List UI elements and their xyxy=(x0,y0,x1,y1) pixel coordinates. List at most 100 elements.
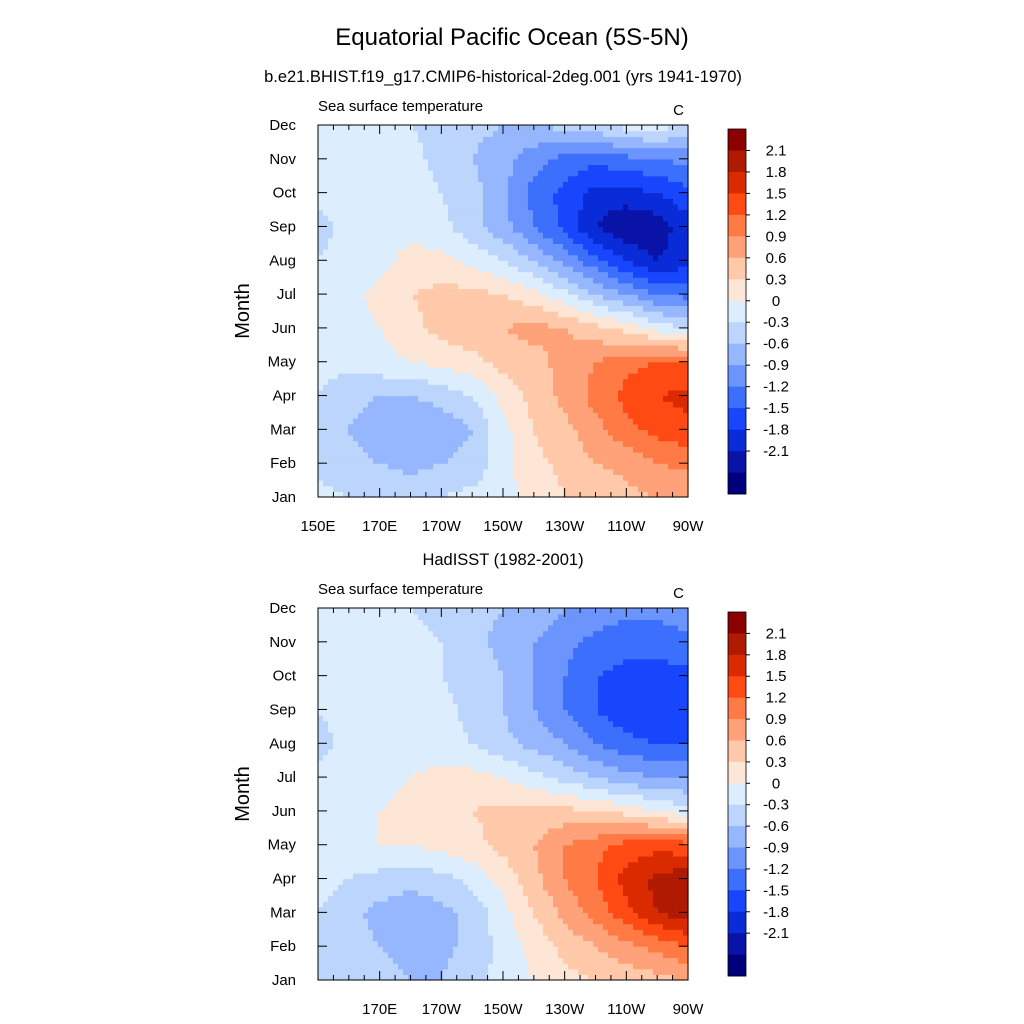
sst-cell xyxy=(668,316,674,323)
sst-cell xyxy=(523,203,529,211)
sst-cell xyxy=(493,130,499,137)
sst-cell xyxy=(373,474,379,481)
sst-cell xyxy=(483,401,489,408)
sst-cell xyxy=(323,350,329,357)
sst-cell xyxy=(658,418,664,425)
sst-cell xyxy=(358,367,364,374)
sst-cell xyxy=(638,451,644,459)
sst-cell xyxy=(623,232,629,239)
sst-cell xyxy=(558,243,564,250)
sst-cell xyxy=(428,423,434,430)
sst-cell xyxy=(548,339,554,346)
sst-cell xyxy=(433,220,439,228)
sst-cell xyxy=(338,463,344,470)
sst-cell xyxy=(603,243,609,250)
sst-cell xyxy=(433,170,439,177)
sst-cell xyxy=(553,282,559,290)
sst-cell xyxy=(563,389,569,397)
sst-cell xyxy=(363,215,369,222)
sst-cell xyxy=(388,474,394,481)
sst-cell xyxy=(318,249,324,256)
sst-cell xyxy=(408,395,414,402)
sst-cell xyxy=(618,356,624,363)
sst-cell xyxy=(648,125,654,132)
sst-cell xyxy=(383,153,389,160)
sst-cell xyxy=(433,316,439,323)
sst-cell xyxy=(358,136,364,143)
sst-cell xyxy=(423,192,429,199)
sst-cell xyxy=(518,327,524,335)
sst-cell xyxy=(348,440,354,447)
sst-cell xyxy=(498,418,504,425)
sst-cell xyxy=(413,316,419,323)
sst-cell xyxy=(463,463,469,470)
sst-cell xyxy=(433,389,439,397)
sst-cell xyxy=(578,277,584,284)
sst-cell xyxy=(428,288,434,295)
sst-cell xyxy=(388,249,394,256)
sst-cell xyxy=(323,232,329,239)
sst-cell xyxy=(533,249,539,256)
sst-cell xyxy=(328,485,334,492)
sst-cell xyxy=(533,344,539,352)
sst-cell xyxy=(608,322,614,329)
sst-cell xyxy=(378,435,384,442)
sst-cell xyxy=(638,243,644,250)
sst-cell xyxy=(463,243,469,250)
sst-cell xyxy=(358,130,364,137)
sst-cell xyxy=(333,418,339,425)
sst-cell xyxy=(443,175,449,182)
sst-cell xyxy=(548,265,554,273)
sst-cell xyxy=(328,389,334,397)
sst-cell xyxy=(593,406,599,414)
sst-cell xyxy=(543,339,549,346)
sst-cell xyxy=(623,187,629,194)
sst-cell xyxy=(528,153,534,160)
sst-cell xyxy=(418,406,424,414)
sst-cell xyxy=(543,451,549,459)
sst-cell xyxy=(673,305,679,312)
sst-cell xyxy=(643,384,649,391)
sst-cell xyxy=(648,277,654,284)
sst-cell xyxy=(348,474,354,481)
sst-cell xyxy=(558,423,564,430)
sst-cell xyxy=(458,277,464,284)
sst-cell xyxy=(623,203,629,211)
sst-cell xyxy=(613,260,619,267)
sst-cell xyxy=(578,333,584,340)
sst-cell xyxy=(358,175,364,182)
sst-cell xyxy=(518,164,524,171)
sst-cell xyxy=(498,373,504,380)
sst-cell xyxy=(438,198,444,205)
sst-cell xyxy=(503,463,509,470)
sst-cell xyxy=(448,181,454,188)
sst-cell xyxy=(463,350,469,357)
sst-cell xyxy=(468,294,474,301)
sst-cell xyxy=(553,226,559,233)
sst-cell xyxy=(348,350,354,357)
sst-cell xyxy=(518,136,524,143)
sst-cell xyxy=(653,187,659,194)
sst-cell xyxy=(363,474,369,481)
sst-cell xyxy=(503,491,509,498)
sst-cell xyxy=(583,367,589,374)
sst-cell xyxy=(383,344,389,352)
sst-cell xyxy=(493,491,499,498)
sst-cell xyxy=(603,305,609,312)
sst-cell xyxy=(428,175,434,182)
sst-cell xyxy=(653,339,659,346)
sst-cell xyxy=(643,311,649,318)
sst-cell xyxy=(493,474,499,481)
sst-cell xyxy=(363,299,369,306)
sst-cell xyxy=(383,164,389,171)
sst-cell xyxy=(608,209,614,216)
sst-cell xyxy=(433,181,439,188)
sst-cell xyxy=(453,367,459,374)
sst-cell xyxy=(653,333,659,340)
sst-cell xyxy=(518,485,524,492)
sst-cell xyxy=(568,344,574,352)
sst-cell xyxy=(448,136,454,143)
sst-cell xyxy=(418,170,424,177)
sst-cell xyxy=(648,153,654,160)
sst-cell xyxy=(418,260,424,267)
